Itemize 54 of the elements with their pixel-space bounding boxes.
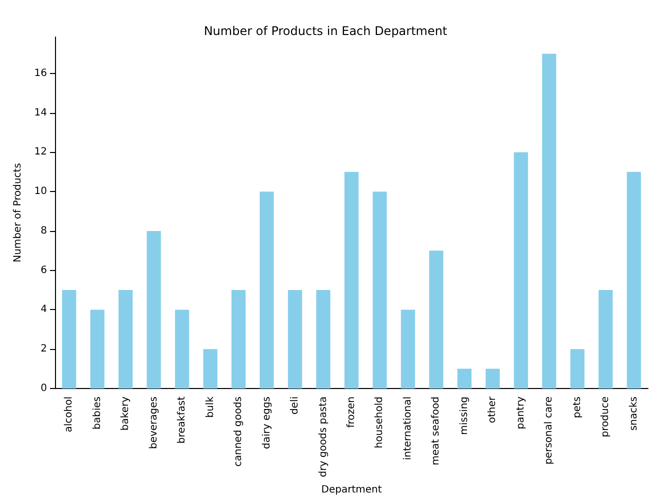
x-tick-label: missing (458, 396, 470, 435)
bar (90, 310, 104, 388)
bar (457, 368, 472, 388)
x-tick-label: dairy eggs (261, 396, 272, 450)
y-tick-label: 8 (40, 225, 47, 236)
x-tick-label: meat seafood (430, 396, 442, 466)
y-tick-label: 2 (40, 344, 47, 355)
y-axis-title: Number of Products (12, 163, 24, 262)
y-tick-label: 0 (40, 382, 47, 394)
x-tick-label: beverages (148, 396, 160, 450)
x-tick-label: produce (600, 396, 612, 438)
bar (118, 290, 133, 388)
bar (260, 192, 274, 388)
bar (175, 310, 190, 388)
x-tick-label: other (487, 396, 498, 424)
bar (203, 349, 218, 388)
bar (542, 54, 556, 388)
x-tick-label: dry goods pasta (318, 396, 329, 478)
bar (316, 290, 330, 388)
y-tick-label: 6 (40, 264, 47, 276)
x-tick-label: personal care (544, 396, 555, 465)
bar (288, 290, 302, 388)
y-tick-label: 10 (34, 186, 47, 198)
x-tick-label: breakfast (176, 396, 188, 444)
bar (598, 290, 613, 388)
x-tick-label: pets (572, 396, 583, 418)
x-tick-label: canned goods (233, 396, 244, 467)
bar (429, 250, 444, 388)
bar (570, 349, 584, 388)
x-axis-title: Department (321, 484, 382, 496)
y-tick-label: 14 (34, 107, 47, 118)
bar (372, 192, 387, 388)
bar (514, 152, 528, 388)
y-tick-label: 4 (40, 304, 47, 316)
y-tick-label: 16 (34, 68, 47, 79)
bar (400, 310, 416, 388)
bar (146, 230, 161, 388)
x-tick-label: babies (92, 396, 103, 430)
x-tick-label: pantry (515, 396, 526, 430)
x-tick-label: bakery (120, 396, 132, 431)
x-tick-label: international (402, 396, 414, 460)
chart-title: Number of Products in Each Department (204, 24, 448, 38)
x-tick-label: household (374, 396, 386, 448)
x-tick-label: frozen (346, 396, 357, 428)
bar (626, 172, 641, 388)
x-tick-label: alcohol (64, 396, 75, 432)
bar (486, 368, 500, 388)
x-tick-label: snacks (628, 396, 640, 431)
x-tick-label: deli (290, 396, 301, 415)
bar (62, 290, 76, 388)
x-tick-label: bulk (204, 396, 216, 418)
bar (344, 172, 359, 388)
bar (231, 290, 246, 388)
y-tick-label: 12 (34, 146, 47, 158)
